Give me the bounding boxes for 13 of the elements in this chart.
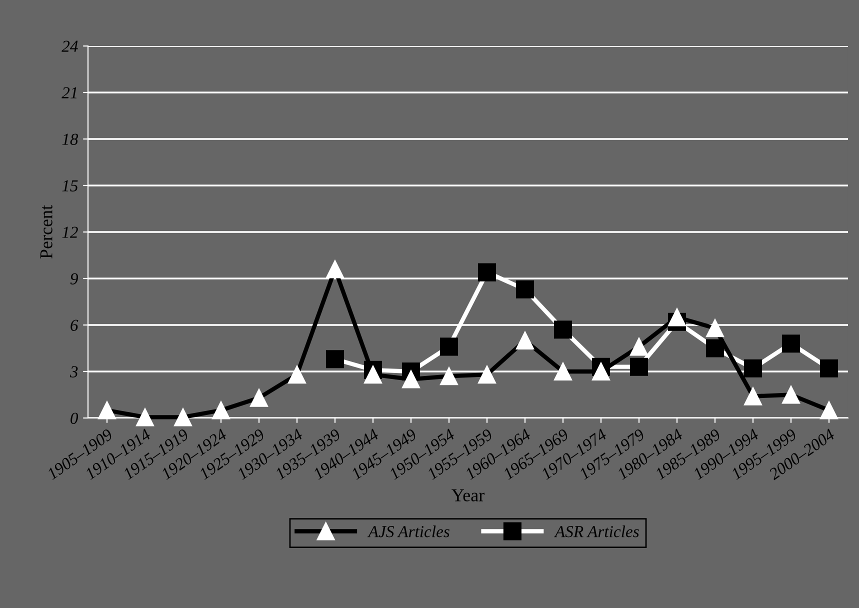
y-axis-title: Percent: [40, 205, 52, 259]
y-tick-label: 9: [70, 273, 78, 284]
y-tick-label: 15: [62, 180, 78, 192]
y-tick-label: 6: [70, 320, 78, 331]
x-axis-title: Year: [452, 489, 484, 502]
legend-label: AJS Articles: [367, 526, 450, 538]
y-tick-label: 21: [62, 87, 76, 98]
y-tick-label: 18: [62, 134, 78, 145]
legend-label: ASR Articles: [554, 526, 639, 538]
y-tick-label: 12: [62, 226, 78, 238]
y-tick-label: 24: [62, 40, 78, 52]
y-tick-label: 3: [70, 366, 78, 378]
y-tick-label: 0: [70, 412, 78, 424]
